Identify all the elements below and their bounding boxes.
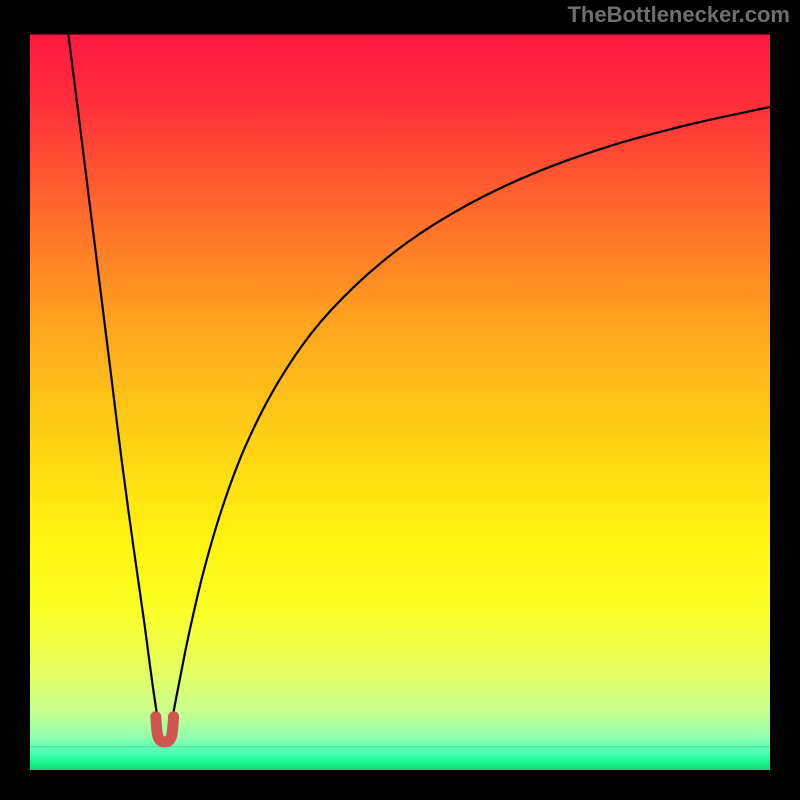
watermark-text: TheBottlenecker.com — [567, 2, 790, 28]
chart-svg — [30, 30, 770, 770]
frame-bottom — [0, 770, 800, 800]
plot-area — [30, 30, 770, 770]
chart-container: TheBottlenecker.com — [0, 0, 800, 800]
gradient-background — [30, 30, 770, 770]
frame-right — [770, 0, 800, 800]
frame-left — [0, 0, 30, 800]
top-black-band — [30, 30, 770, 34]
